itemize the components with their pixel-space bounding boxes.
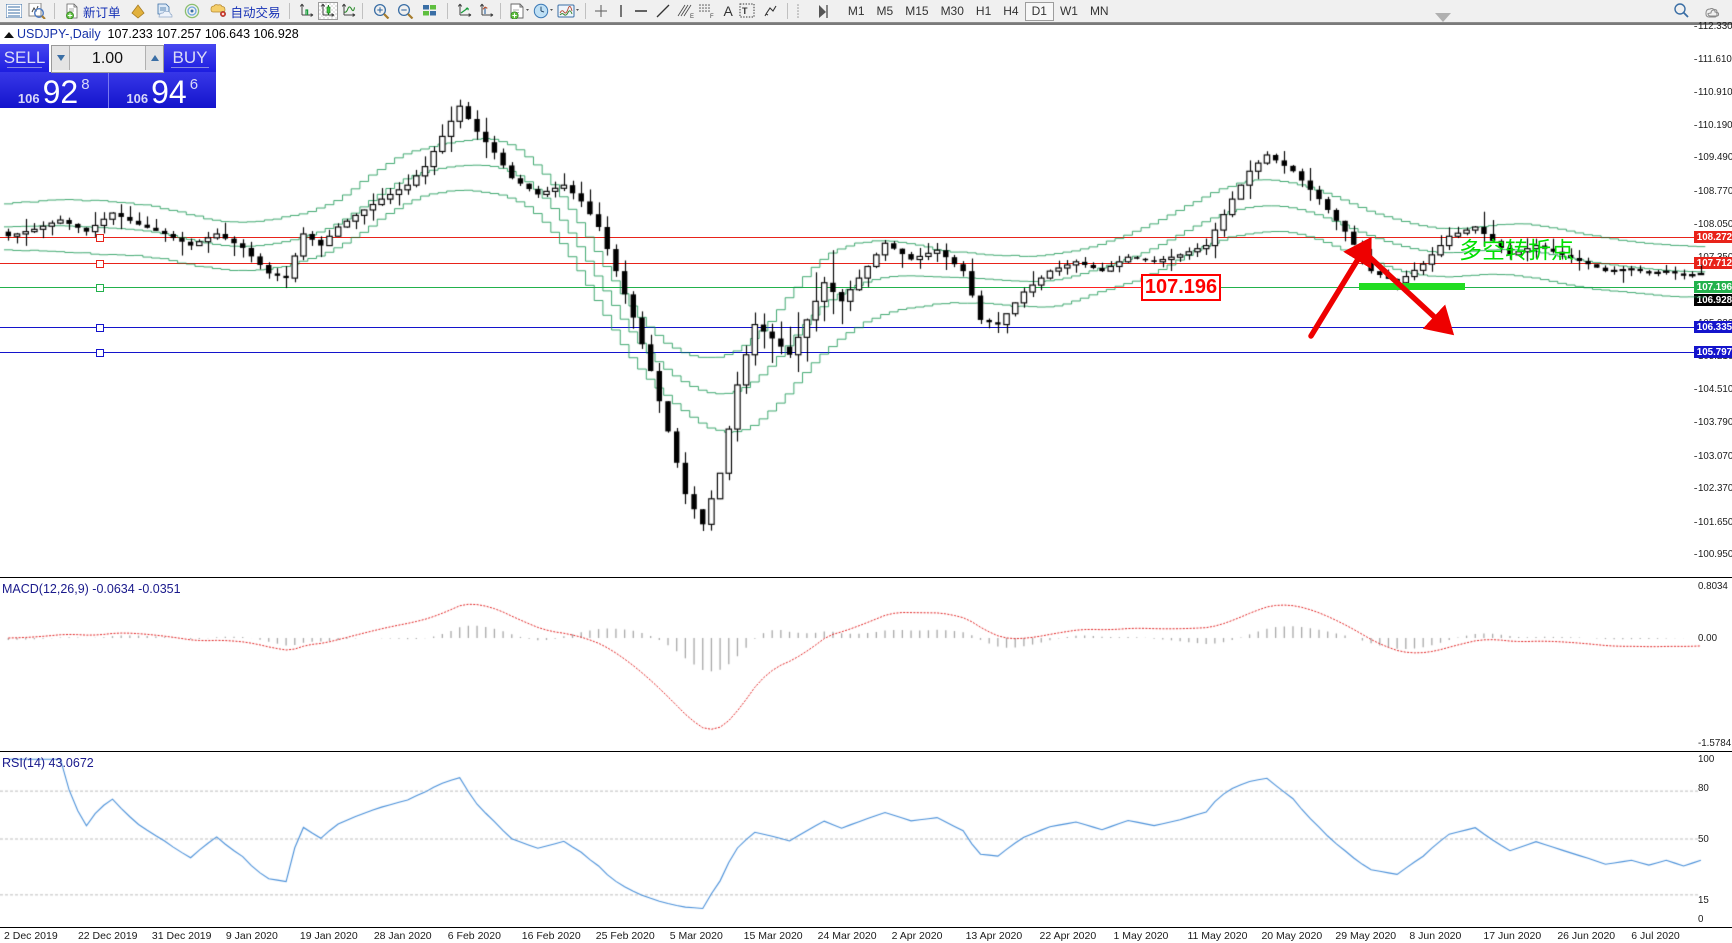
svg-text:E: E <box>690 14 694 19</box>
svg-text:F: F <box>710 14 714 19</box>
svg-text:T: T <box>742 6 748 16</box>
